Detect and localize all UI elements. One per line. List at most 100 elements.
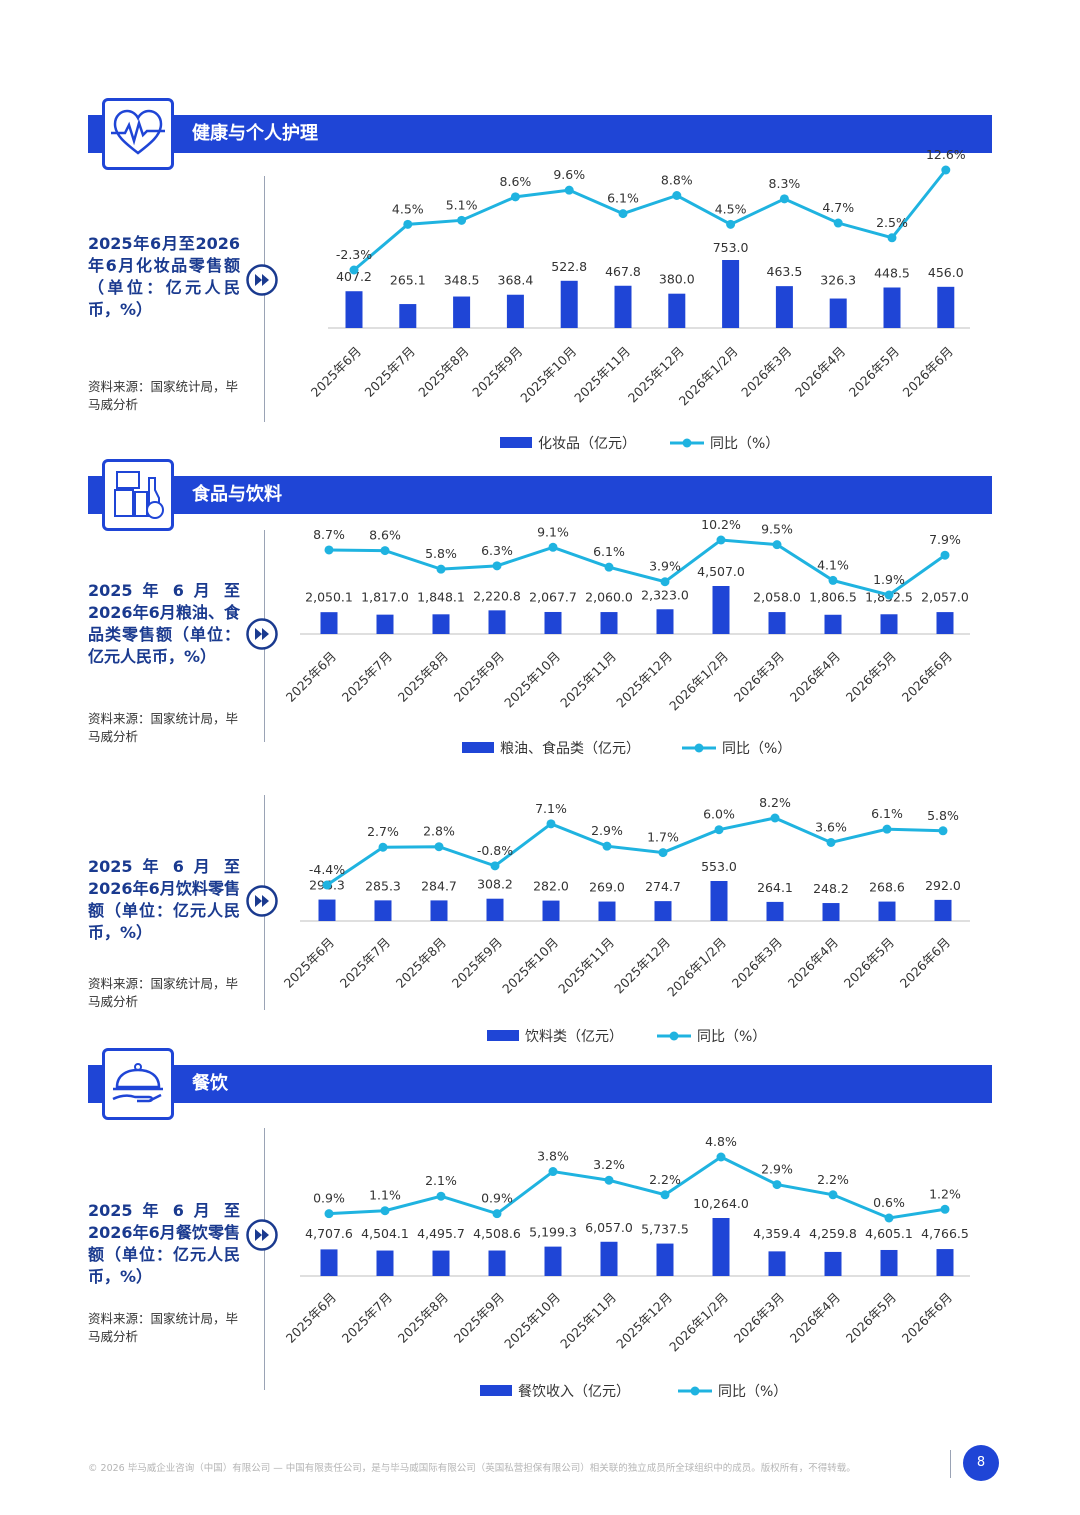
legend-bar-swatch — [462, 742, 494, 753]
bar — [766, 901, 784, 921]
yoy-label: 7.1% — [535, 801, 567, 816]
yoy-point — [672, 191, 682, 201]
section-banner-food: 食品与饮料 — [88, 476, 992, 514]
bar — [598, 901, 616, 921]
yoy-label: 8.6% — [500, 174, 532, 189]
bar — [320, 612, 338, 634]
yoy-label: 9.5% — [761, 522, 793, 537]
legend-line-marker — [694, 743, 704, 753]
yoy-label: -0.8% — [477, 843, 513, 858]
yoy-label: 6.1% — [871, 806, 903, 821]
bar-label: 407.2 — [336, 269, 372, 284]
legend-bar-swatch — [480, 1385, 512, 1396]
yoy-label: 2.9% — [591, 823, 623, 838]
category-label: 2026年3月 — [731, 1290, 787, 1346]
bar-label: 326.3 — [820, 273, 856, 288]
bar-label: 6,057.0 — [585, 1220, 633, 1235]
fast-forward-icon — [246, 264, 278, 296]
bar-label: 4,495.7 — [417, 1226, 465, 1241]
bar-label: 467.8 — [605, 264, 641, 279]
bar — [824, 1251, 842, 1276]
bar-label: 753.0 — [713, 240, 749, 255]
bar-label: 285.3 — [365, 878, 401, 893]
bar-label: 2,323.0 — [641, 587, 689, 602]
separator-line — [264, 176, 265, 422]
yoy-point — [884, 1213, 894, 1223]
yoy-label: 3.2% — [593, 1157, 625, 1172]
bar — [399, 304, 417, 328]
yoy-label: 2.7% — [367, 824, 399, 839]
bar — [829, 298, 847, 328]
yoy-label: 4.5% — [715, 201, 747, 216]
bar — [880, 614, 898, 634]
legend-bar-label: 化妆品（亿元） — [538, 436, 636, 452]
yoy-point — [884, 590, 894, 600]
yoy-point — [940, 550, 950, 560]
bar-label: 4,766.5 — [921, 1226, 969, 1241]
legend-bar-label: 粮油、食品类（亿元） — [500, 740, 640, 757]
yoy-label: 3.8% — [537, 1149, 569, 1164]
bar — [775, 286, 793, 328]
yoy-point — [882, 824, 892, 834]
legend-bar-label: 餐饮收入（亿元） — [518, 1384, 630, 1400]
section-title: 食品与饮料 — [192, 484, 282, 505]
bar — [768, 612, 786, 634]
yoy-point — [492, 561, 502, 571]
yoy-label: 5.1% — [446, 197, 478, 212]
yoy-point — [660, 1190, 670, 1200]
legend-bar-swatch — [487, 1030, 519, 1041]
bar — [376, 1250, 394, 1276]
yoy-point — [828, 1190, 838, 1200]
section-banner-health: 健康与个人护理 — [88, 115, 992, 153]
bar — [712, 1218, 730, 1276]
bar — [600, 612, 618, 634]
bar — [878, 901, 896, 921]
yoy-point — [490, 861, 500, 871]
bar — [883, 287, 901, 328]
bar — [656, 1243, 674, 1276]
bar-label: 448.5 — [874, 265, 910, 280]
yoy-point — [826, 837, 836, 847]
yoy-point — [772, 1180, 782, 1190]
yoy-label: 8.6% — [369, 528, 401, 543]
yoy-label: 9.1% — [537, 524, 569, 539]
bar-label: 553.0 — [701, 859, 737, 874]
bar — [453, 296, 471, 328]
yoy-label: 4.1% — [817, 557, 849, 572]
yoy-label: 6.0% — [703, 807, 735, 822]
bar — [432, 614, 450, 634]
bar — [374, 900, 392, 921]
yoy-label: 4.8% — [705, 1134, 737, 1149]
bar — [668, 293, 686, 328]
bar-label: 264.1 — [757, 880, 793, 895]
yoy-label: 8.2% — [759, 795, 791, 810]
bar-label: 2,050.1 — [305, 590, 353, 605]
yoy-line — [353, 169, 947, 272]
bar-label: 2,067.7 — [529, 590, 577, 605]
yoy-point — [770, 813, 780, 823]
yoy-label: 6.3% — [481, 543, 513, 558]
bar — [936, 1249, 954, 1276]
bar-label: 463.5 — [767, 264, 803, 279]
category-label: 2026年4月 — [787, 1290, 843, 1346]
legend-bar-label: 饮料类（亿元） — [525, 1029, 623, 1045]
bar — [880, 1249, 898, 1276]
bar — [934, 899, 952, 921]
bar — [376, 614, 394, 634]
bar-label: 348.5 — [444, 273, 480, 288]
bar — [712, 586, 730, 634]
chart-source: 资料来源：国家统计局，毕马威分析 — [88, 976, 239, 1009]
yoy-point — [436, 564, 446, 574]
bar-label: 284.7 — [421, 878, 457, 893]
yoy-label: 2.2% — [817, 1172, 849, 1187]
bar — [654, 901, 672, 921]
bar-label: 4,507.0 — [697, 564, 745, 579]
bar-label: 308.2 — [477, 877, 513, 892]
yoy-label: 6.1% — [593, 544, 625, 559]
bar-label: 5,199.3 — [529, 1225, 577, 1240]
cloche-dish-icon — [102, 1048, 174, 1120]
yoy-label: 2.9% — [761, 1162, 793, 1177]
yoy-point — [604, 1175, 614, 1185]
